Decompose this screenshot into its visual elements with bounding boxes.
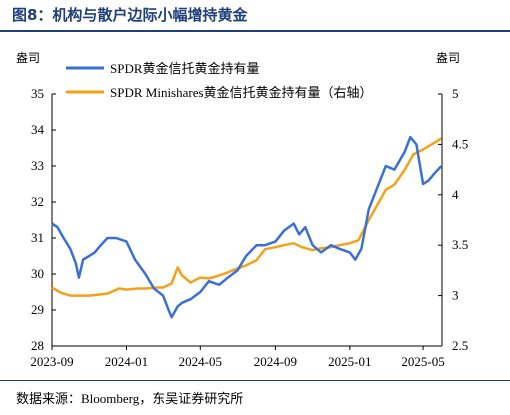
x-tick-label: 2025-05 — [401, 354, 444, 369]
chart: 28 29 30 31 32 33 34 35 2.5 3 3.5 4 4.5 5 2023-09 2024-… — [16, 51, 468, 369]
chart-title: 图8：机构与散户边际小幅增持黄金 — [12, 6, 248, 24]
legend-label: SPDR Minishares黄金信托黄金持有量（右轴） — [110, 85, 373, 100]
spdr-line — [51, 135, 443, 319]
x-tick-label: 2025-01 — [328, 354, 371, 369]
x-tick-label: 2024-01 — [105, 354, 148, 369]
right-tick-label: 5 — [452, 86, 459, 101]
legend-label: SPDR黄金信托黄金持有量 — [110, 61, 260, 76]
source-divider — [0, 380, 510, 381]
title-divider — [0, 30, 510, 32]
x-tick-label: 2023-09 — [30, 354, 73, 369]
left-tick-label: 32 — [31, 194, 44, 209]
left-tick-label: 28 — [31, 338, 44, 353]
left-tick-label: 29 — [31, 302, 44, 317]
left-tick-label: 31 — [31, 230, 44, 245]
minishares-line — [51, 137, 443, 297]
right-tick-label: 2.5 — [452, 338, 468, 353]
left-tick-label: 33 — [31, 158, 44, 173]
legend: SPDR黄金信托黄金持有量 SPDR Minishares黄金信托黄金持有量（右轴… — [66, 61, 373, 100]
axes: 28 29 30 31 32 33 34 35 2.5 3 3.5 4 4.5 5 2023-09 2024-… — [16, 51, 468, 369]
right-tick-label: 4 — [452, 187, 459, 202]
right-axis-unit: 盎司 — [436, 51, 460, 65]
left-axis-unit: 盎司 — [16, 51, 40, 65]
x-tick-label: 2024-09 — [254, 354, 297, 369]
left-tick-label: 34 — [31, 122, 45, 137]
right-tick-label: 3 — [452, 288, 459, 303]
right-tick-label: 4.5 — [452, 136, 468, 151]
left-tick-label: 35 — [31, 86, 44, 101]
left-tick-label: 30 — [31, 266, 44, 281]
source-note: 数据来源：Bloomberg，东吴证券研究所 — [16, 391, 244, 406]
series-lines — [51, 135, 443, 319]
x-tick-label: 2024-05 — [179, 354, 222, 369]
right-tick-label: 3.5 — [452, 237, 468, 252]
